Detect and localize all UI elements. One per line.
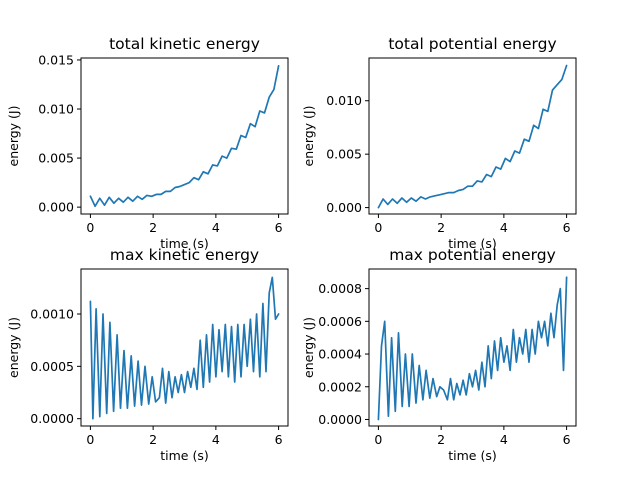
x-tick-label: 4 — [212, 432, 220, 447]
y-tick-label: 0.0004 — [318, 347, 362, 362]
x-tick-label: 6 — [275, 432, 283, 447]
x-tick-label: 0 — [374, 220, 382, 235]
chart-title: max potential energy — [389, 246, 556, 264]
x-tick-label: 6 — [563, 220, 571, 235]
plot-area — [80, 268, 289, 427]
chart-title: max kinetic energy — [110, 246, 259, 264]
y-tick-label: 0.015 — [38, 52, 74, 67]
y-tick-label: 0.000 — [326, 200, 362, 215]
x-axis-label: time (s) — [160, 448, 208, 463]
x-tick-label: 2 — [149, 432, 157, 447]
y-axis-label: energy (J) — [6, 106, 21, 167]
y-tick-label: 0.0010 — [30, 307, 74, 322]
x-axis-label: time (s) — [448, 448, 496, 463]
y-tick-label: 0.0000 — [318, 412, 362, 427]
y-tick-label: 0.0008 — [318, 281, 362, 296]
y-tick-label: 0.0006 — [318, 314, 362, 329]
x-tick-label: 4 — [500, 220, 508, 235]
x-tick-label: 6 — [563, 432, 571, 447]
x-tick-label: 2 — [437, 220, 445, 235]
series-line — [89, 276, 280, 420]
y-axis-label: energy (J) — [301, 106, 316, 167]
chart-title: total kinetic energy — [109, 35, 260, 53]
plot-area — [368, 57, 577, 215]
x-tick-label: 6 — [275, 220, 283, 235]
y-tick-label: 0.005 — [38, 151, 74, 166]
chart-panel-2: 0 2 4 6 0.000 0.005 0.010 total potential energ… — [301, 35, 577, 251]
x-tick-label: 4 — [212, 220, 220, 235]
y-tick-label: 0.010 — [38, 102, 74, 117]
chart-title: total potential energy — [388, 35, 556, 53]
y-tick-label: 0.000 — [38, 200, 74, 215]
y-tick-label: 0.0005 — [30, 359, 74, 374]
chart-panel-1: 0 2 4 6 0.000 0.005 0.010 0.015 total kinetic en… — [6, 35, 289, 251]
chart-panel-3: 0 2 4 6 0.0000 0.0005 0.0010 max kinetic energy… — [6, 246, 289, 463]
x-tick-label: 0 — [374, 432, 382, 447]
x-tick-label: 4 — [500, 432, 508, 447]
x-tick-label: 0 — [86, 432, 94, 447]
plot-area — [80, 57, 289, 215]
y-tick-label: 0.0002 — [318, 379, 362, 394]
chart-panel-4: 0 2 4 6 0.0000 0.0002 0.0004 0.0006 0.0008 max po… — [301, 246, 577, 463]
y-axis-label: energy (J) — [301, 317, 316, 378]
y-tick-label: 0.010 — [326, 93, 362, 108]
y-tick-label: 0.005 — [326, 147, 362, 162]
y-axis-label: energy (J) — [6, 317, 21, 378]
y-tick-label: 0.0000 — [30, 411, 74, 426]
series-line — [377, 276, 568, 421]
series-line — [89, 64, 280, 208]
plot-area — [368, 268, 577, 427]
series-line — [377, 64, 568, 209]
x-tick-label: 2 — [149, 220, 157, 235]
x-tick-label: 2 — [437, 432, 445, 447]
x-tick-label: 0 — [86, 220, 94, 235]
x-axis-label: time (s) — [448, 236, 496, 251]
x-axis-label: time (s) — [160, 236, 208, 251]
